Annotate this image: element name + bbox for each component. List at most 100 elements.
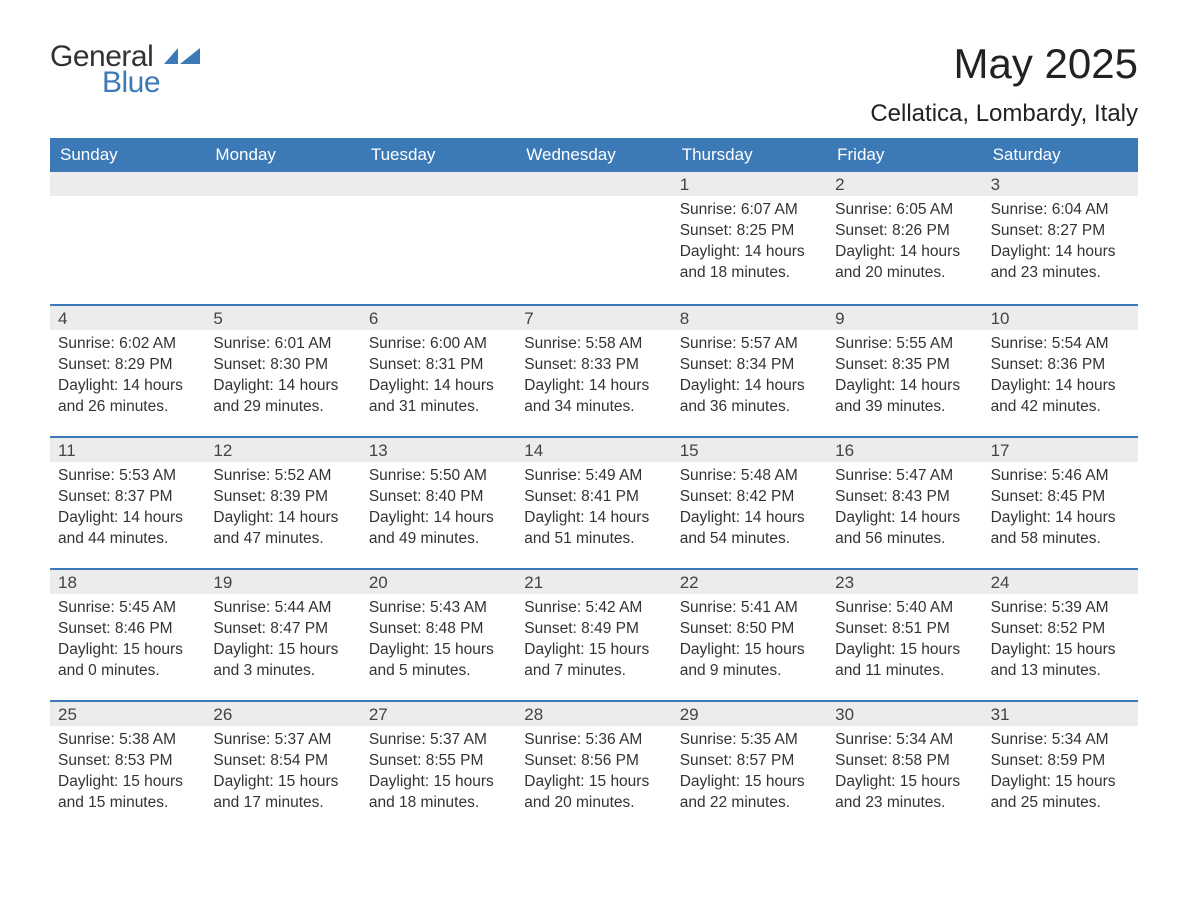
day-cell: 27Sunrise: 5:37 AMSunset: 8:55 PMDayligh…	[361, 702, 516, 832]
daylight-text: and 56 minutes.	[835, 529, 974, 550]
day-body: Sunrise: 5:39 AMSunset: 8:52 PMDaylight:…	[983, 594, 1138, 692]
daylight-text: Daylight: 15 hours	[213, 640, 352, 661]
day-number: 29	[672, 702, 827, 726]
dow-cell: Saturday	[983, 138, 1138, 172]
day-number: 4	[50, 306, 205, 330]
day-body: Sunrise: 5:54 AMSunset: 8:36 PMDaylight:…	[983, 330, 1138, 428]
sunrise-text: Sunrise: 6:00 AM	[369, 334, 508, 355]
daylight-text: Daylight: 14 hours	[58, 376, 197, 397]
daylight-text: and 54 minutes.	[680, 529, 819, 550]
daylight-text: and 15 minutes.	[58, 793, 197, 814]
sunrise-text: Sunrise: 6:02 AM	[58, 334, 197, 355]
daylight-text: and 31 minutes.	[369, 397, 508, 418]
sunrise-text: Sunrise: 5:53 AM	[58, 466, 197, 487]
sunset-text: Sunset: 8:55 PM	[369, 751, 508, 772]
day-body: Sunrise: 5:41 AMSunset: 8:50 PMDaylight:…	[672, 594, 827, 692]
flag-icon	[164, 48, 200, 76]
sunset-text: Sunset: 8:59 PM	[991, 751, 1130, 772]
day-body: Sunrise: 5:38 AMSunset: 8:53 PMDaylight:…	[50, 726, 205, 824]
day-of-week-header: SundayMondayTuesdayWednesdayThursdayFrid…	[50, 138, 1138, 172]
sunrise-text: Sunrise: 6:01 AM	[213, 334, 352, 355]
sunset-text: Sunset: 8:34 PM	[680, 355, 819, 376]
daylight-text: and 44 minutes.	[58, 529, 197, 550]
day-number: 13	[361, 438, 516, 462]
day-number: 18	[50, 570, 205, 594]
day-body: Sunrise: 5:37 AMSunset: 8:55 PMDaylight:…	[361, 726, 516, 824]
day-body: Sunrise: 5:46 AMSunset: 8:45 PMDaylight:…	[983, 462, 1138, 560]
sunset-text: Sunset: 8:43 PM	[835, 487, 974, 508]
day-cell: 2Sunrise: 6:05 AMSunset: 8:26 PMDaylight…	[827, 172, 982, 304]
day-number: 17	[983, 438, 1138, 462]
day-number: 22	[672, 570, 827, 594]
dow-cell: Wednesday	[516, 138, 671, 172]
sunset-text: Sunset: 8:41 PM	[524, 487, 663, 508]
day-cell: 17Sunrise: 5:46 AMSunset: 8:45 PMDayligh…	[983, 438, 1138, 568]
sunset-text: Sunset: 8:52 PM	[991, 619, 1130, 640]
day-body: Sunrise: 5:53 AMSunset: 8:37 PMDaylight:…	[50, 462, 205, 560]
daylight-text: Daylight: 15 hours	[369, 640, 508, 661]
sunrise-text: Sunrise: 5:42 AM	[524, 598, 663, 619]
day-number: 11	[50, 438, 205, 462]
daylight-text: and 22 minutes.	[680, 793, 819, 814]
day-cell: 15Sunrise: 5:48 AMSunset: 8:42 PMDayligh…	[672, 438, 827, 568]
day-body: Sunrise: 5:47 AMSunset: 8:43 PMDaylight:…	[827, 462, 982, 560]
day-body: Sunrise: 6:07 AMSunset: 8:25 PMDaylight:…	[672, 196, 827, 294]
sunrise-text: Sunrise: 5:49 AM	[524, 466, 663, 487]
daylight-text: and 7 minutes.	[524, 661, 663, 682]
daylight-text: Daylight: 14 hours	[680, 376, 819, 397]
calendar: SundayMondayTuesdayWednesdayThursdayFrid…	[50, 138, 1138, 832]
day-cell: 7Sunrise: 5:58 AMSunset: 8:33 PMDaylight…	[516, 306, 671, 436]
sunset-text: Sunset: 8:26 PM	[835, 221, 974, 242]
daylight-text: Daylight: 15 hours	[369, 772, 508, 793]
sunset-text: Sunset: 8:30 PM	[213, 355, 352, 376]
sunrise-text: Sunrise: 5:41 AM	[680, 598, 819, 619]
day-cell	[50, 172, 205, 304]
sunrise-text: Sunrise: 6:07 AM	[680, 200, 819, 221]
day-body: Sunrise: 5:48 AMSunset: 8:42 PMDaylight:…	[672, 462, 827, 560]
sunrise-text: Sunrise: 5:46 AM	[991, 466, 1130, 487]
day-cell	[361, 172, 516, 304]
sunrise-text: Sunrise: 5:37 AM	[369, 730, 508, 751]
day-body: Sunrise: 6:04 AMSunset: 8:27 PMDaylight:…	[983, 196, 1138, 294]
daylight-text: and 42 minutes.	[991, 397, 1130, 418]
day-body: Sunrise: 6:02 AMSunset: 8:29 PMDaylight:…	[50, 330, 205, 428]
sunrise-text: Sunrise: 5:57 AM	[680, 334, 819, 355]
sunset-text: Sunset: 8:58 PM	[835, 751, 974, 772]
dow-cell: Monday	[205, 138, 360, 172]
day-body: Sunrise: 5:45 AMSunset: 8:46 PMDaylight:…	[50, 594, 205, 692]
daylight-text: Daylight: 14 hours	[835, 508, 974, 529]
day-number: 15	[672, 438, 827, 462]
sunset-text: Sunset: 8:57 PM	[680, 751, 819, 772]
day-cell: 6Sunrise: 6:00 AMSunset: 8:31 PMDaylight…	[361, 306, 516, 436]
day-cell: 26Sunrise: 5:37 AMSunset: 8:54 PMDayligh…	[205, 702, 360, 832]
daylight-text: and 47 minutes.	[213, 529, 352, 550]
sunrise-text: Sunrise: 5:40 AM	[835, 598, 974, 619]
sunrise-text: Sunrise: 5:45 AM	[58, 598, 197, 619]
daylight-text: and 17 minutes.	[213, 793, 352, 814]
location: Cellatica, Lombardy, Italy	[870, 100, 1138, 128]
daylight-text: and 39 minutes.	[835, 397, 974, 418]
daylight-text: Daylight: 15 hours	[58, 772, 197, 793]
day-cell: 1Sunrise: 6:07 AMSunset: 8:25 PMDaylight…	[672, 172, 827, 304]
sunset-text: Sunset: 8:56 PM	[524, 751, 663, 772]
day-cell: 4Sunrise: 6:02 AMSunset: 8:29 PMDaylight…	[50, 306, 205, 436]
daylight-text: and 23 minutes.	[835, 793, 974, 814]
day-number: 27	[361, 702, 516, 726]
daylight-text: Daylight: 14 hours	[369, 508, 508, 529]
day-body: Sunrise: 5:36 AMSunset: 8:56 PMDaylight:…	[516, 726, 671, 824]
sunrise-text: Sunrise: 6:04 AM	[991, 200, 1130, 221]
sunset-text: Sunset: 8:37 PM	[58, 487, 197, 508]
day-number: 23	[827, 570, 982, 594]
daylight-text: Daylight: 15 hours	[524, 640, 663, 661]
day-number: 21	[516, 570, 671, 594]
day-cell: 8Sunrise: 5:57 AMSunset: 8:34 PMDaylight…	[672, 306, 827, 436]
sunset-text: Sunset: 8:35 PM	[835, 355, 974, 376]
sunrise-text: Sunrise: 5:39 AM	[991, 598, 1130, 619]
day-cell: 11Sunrise: 5:53 AMSunset: 8:37 PMDayligh…	[50, 438, 205, 568]
sunset-text: Sunset: 8:33 PM	[524, 355, 663, 376]
daylight-text: Daylight: 15 hours	[835, 640, 974, 661]
day-number: 3	[983, 172, 1138, 196]
daylight-text: and 51 minutes.	[524, 529, 663, 550]
day-cell: 10Sunrise: 5:54 AMSunset: 8:36 PMDayligh…	[983, 306, 1138, 436]
daylight-text: Daylight: 15 hours	[991, 640, 1130, 661]
